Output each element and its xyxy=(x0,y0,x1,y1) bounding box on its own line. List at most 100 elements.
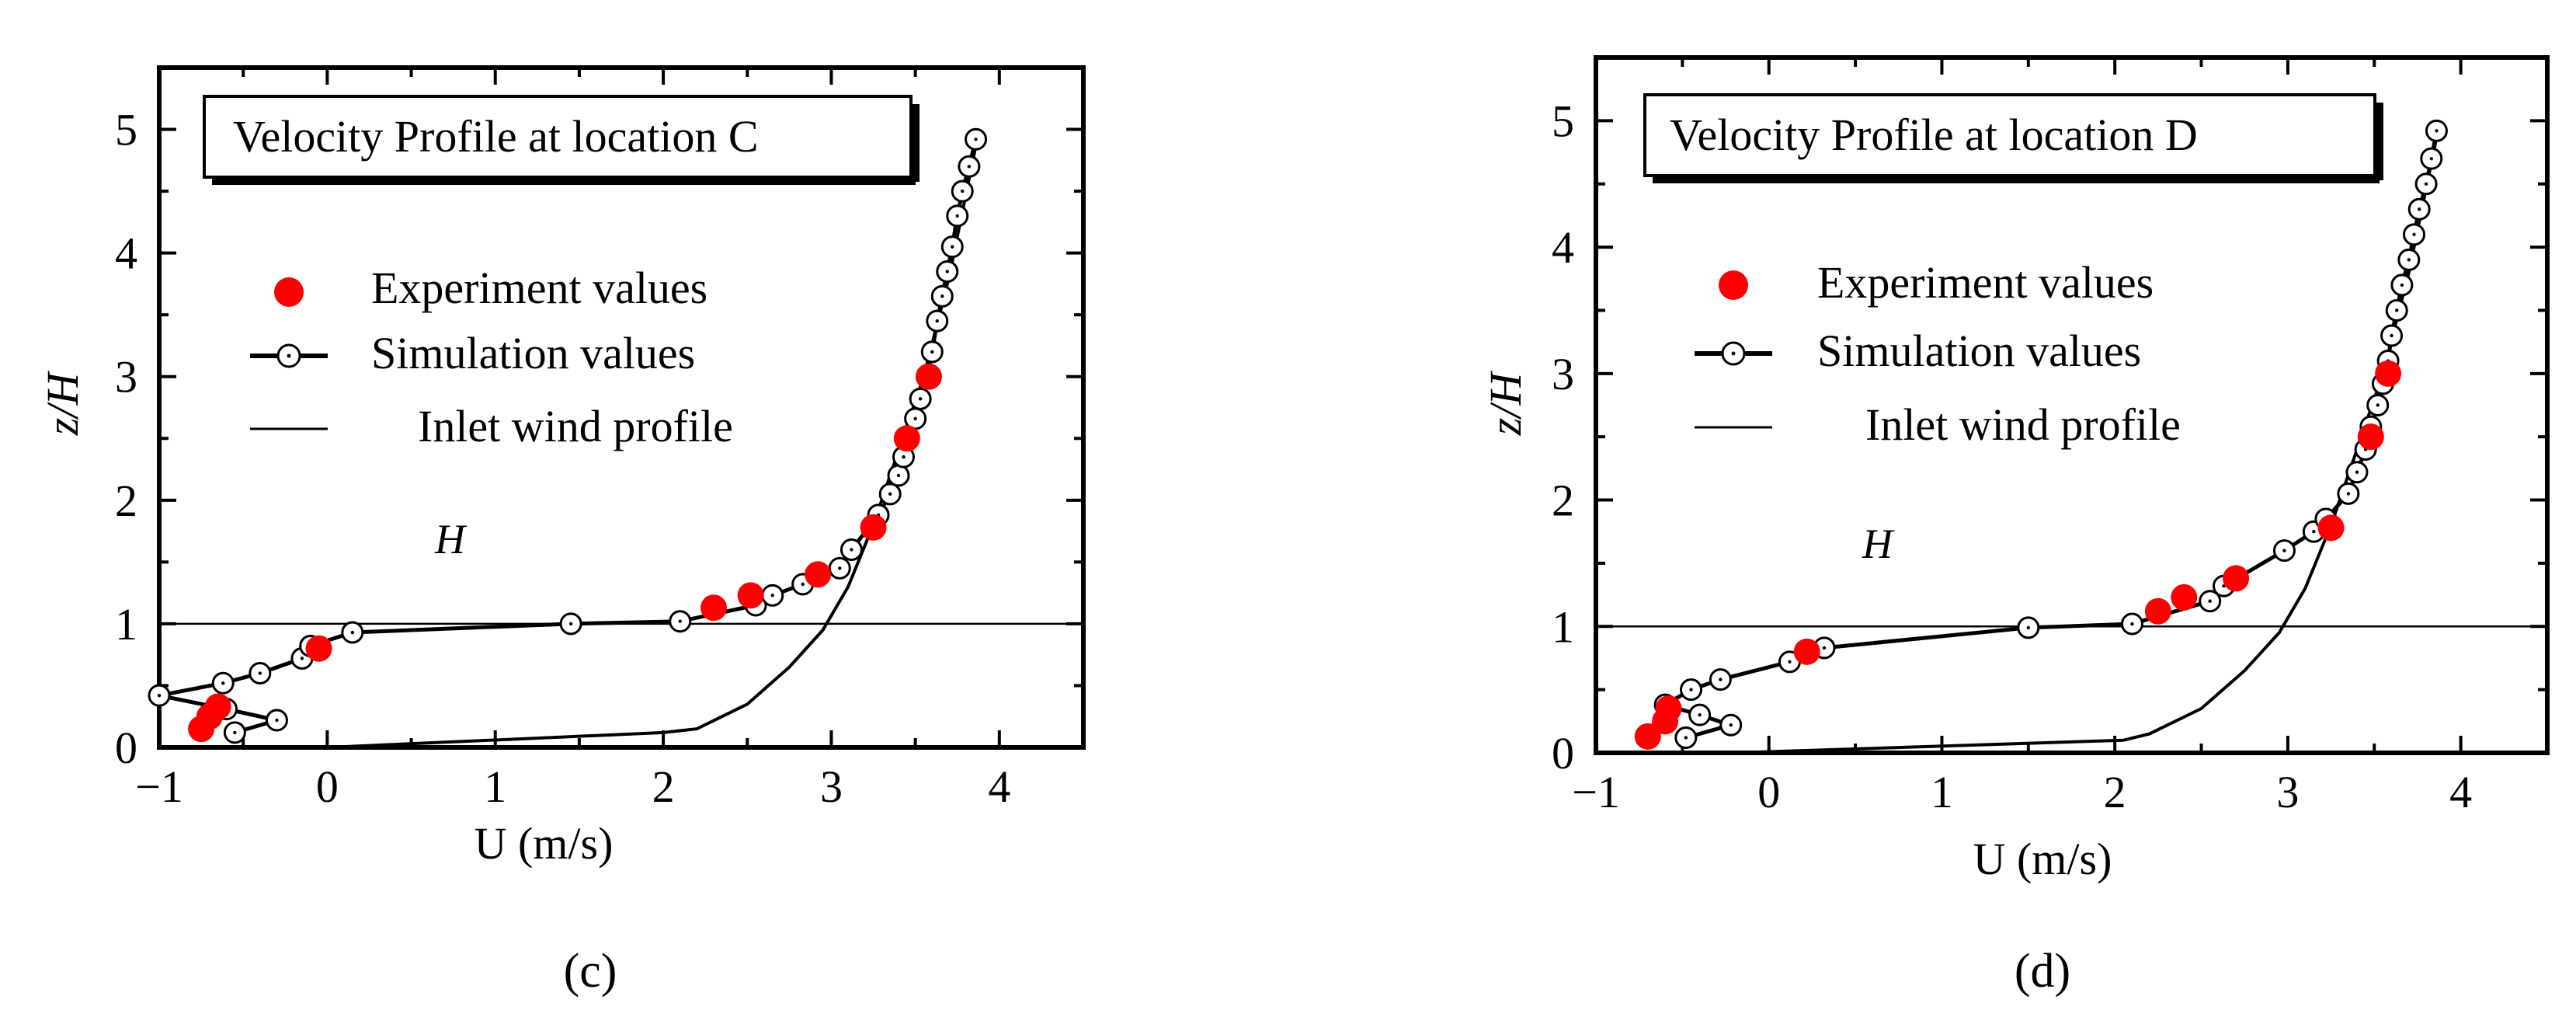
legend-inlet-label: Inlet wind profile xyxy=(1865,399,2181,450)
simulation-point-dot xyxy=(2026,625,2031,630)
legend-experiment-marker xyxy=(1719,270,1748,300)
experiment-point xyxy=(1634,723,1661,750)
y-axis-title: z/H xyxy=(1480,371,1531,437)
simulation-point-dot xyxy=(568,622,573,626)
simulation-point-dot xyxy=(1689,688,1693,691)
simulation-point-dot xyxy=(930,350,934,354)
simulation-point-dot xyxy=(2407,258,2411,262)
y-tick-label: 2 xyxy=(115,475,137,526)
x-axis-title: U (m/s) xyxy=(475,818,614,869)
title-box: Velocity Profile at location D xyxy=(1643,93,2383,183)
simulation-point-dot xyxy=(935,319,939,323)
x-axis-title: U (m/s) xyxy=(1973,834,2112,884)
legend-simulation-label: Simulation values xyxy=(371,328,695,378)
y-tick-label: 0 xyxy=(1552,728,1574,778)
h-annotation: H xyxy=(434,516,468,563)
x-tick-label: 4 xyxy=(988,761,1010,812)
x-tick-label: 2 xyxy=(2104,767,2126,817)
legend-simulation-label: Simulation values xyxy=(1817,326,2141,376)
experiment-point xyxy=(2317,514,2345,542)
simulation-point-dot xyxy=(2390,333,2393,338)
simulation-point-dot xyxy=(258,671,262,675)
simulation-point-dot xyxy=(918,397,923,401)
experiment-point xyxy=(915,363,942,390)
simulation-point-dot xyxy=(974,138,978,141)
experiment-point xyxy=(805,561,832,588)
simulation-point-dot xyxy=(2429,156,2433,161)
panel-caption: (d) xyxy=(2015,945,2070,998)
experiment-point xyxy=(860,514,887,541)
simulation-point-dot xyxy=(1822,646,1827,650)
y-tick-label: 5 xyxy=(115,105,137,155)
experiment-point xyxy=(2171,583,2198,611)
legend-experiment-label: Experiment values xyxy=(371,263,707,313)
experiment-point xyxy=(2357,423,2384,451)
simulation-point-dot xyxy=(2395,308,2399,312)
simulation-point-dot xyxy=(955,214,959,218)
experiment-point xyxy=(1655,695,1682,723)
simulation-point-dot xyxy=(838,566,842,570)
y-tick-label: 1 xyxy=(115,599,137,650)
simulation-point-dot xyxy=(951,245,954,249)
x-tick-label: 1 xyxy=(484,761,506,812)
simulation-point-dot xyxy=(300,657,304,660)
experiment-point xyxy=(737,582,764,609)
experiment-point xyxy=(2144,597,2171,625)
y-tick-label: 5 xyxy=(1552,96,1574,146)
x-tick-label: 4 xyxy=(2449,767,2472,817)
x-tick-label: −1 xyxy=(1572,767,1620,817)
simulation-point-dot xyxy=(967,165,972,169)
plot-area xyxy=(1594,55,2550,755)
simulation-point-dot xyxy=(2376,403,2380,407)
simulation-point-dot xyxy=(2417,207,2421,211)
x-tick-label: 1 xyxy=(1931,767,1953,817)
experiment-point xyxy=(2375,360,2402,387)
y-tick-label: 1 xyxy=(1552,601,1574,652)
simulation-point-dot xyxy=(2346,492,2351,496)
simulation-point-dot xyxy=(1698,712,1702,717)
legend-experiment-label: Experiment values xyxy=(1817,257,2154,308)
legend-inlet-label: Inlet wind profile xyxy=(418,401,733,451)
y-tick-label: 4 xyxy=(1552,222,1574,273)
curves xyxy=(148,127,988,749)
simulation-point-dot xyxy=(896,473,901,478)
simulation-point-dot xyxy=(945,270,949,273)
y-tick-label: 0 xyxy=(115,723,137,773)
simulation-point-dot xyxy=(1729,723,1733,727)
experiment-point xyxy=(204,693,231,720)
plot-area xyxy=(157,65,1086,750)
experiment-point xyxy=(1793,638,1820,665)
simulation-point-dot xyxy=(2130,622,2134,626)
x-tick-label: −1 xyxy=(135,761,183,812)
svg-text:z/H: z/H xyxy=(37,371,88,437)
simulation-point-dot xyxy=(888,492,892,496)
simulation-point-dot xyxy=(2282,549,2286,552)
simulation-point-dot xyxy=(770,594,774,597)
simulation-point-dot xyxy=(2412,232,2416,237)
simulation-point-dot xyxy=(678,619,682,623)
simulation-point-dot xyxy=(350,630,355,635)
chart-title: Velocity Profile at location C xyxy=(233,111,759,162)
svg-text:z/H: z/H xyxy=(1480,371,1531,437)
simulation-point-dot xyxy=(2208,599,2212,603)
legend-experiment-marker xyxy=(274,277,304,307)
y-axis-title: z/H xyxy=(37,371,88,437)
simulation-point-dot xyxy=(2400,283,2404,287)
experiment-point xyxy=(893,425,920,452)
simulation-point-dot xyxy=(221,681,225,685)
simulation-point-dot xyxy=(2435,129,2439,133)
y-tick-label: 4 xyxy=(115,228,137,279)
experiment-point xyxy=(700,594,727,622)
panel-caption: (c) xyxy=(564,945,617,998)
legend: Experiment values Simulation values Inle… xyxy=(1695,257,2181,450)
x-tick-label: 0 xyxy=(316,761,339,812)
simulation-point-dot xyxy=(940,294,944,298)
simulation-point-dot xyxy=(1719,677,1723,681)
chart-title: Velocity Profile at location D xyxy=(1670,110,2198,160)
simulation-point-dot xyxy=(913,416,917,421)
